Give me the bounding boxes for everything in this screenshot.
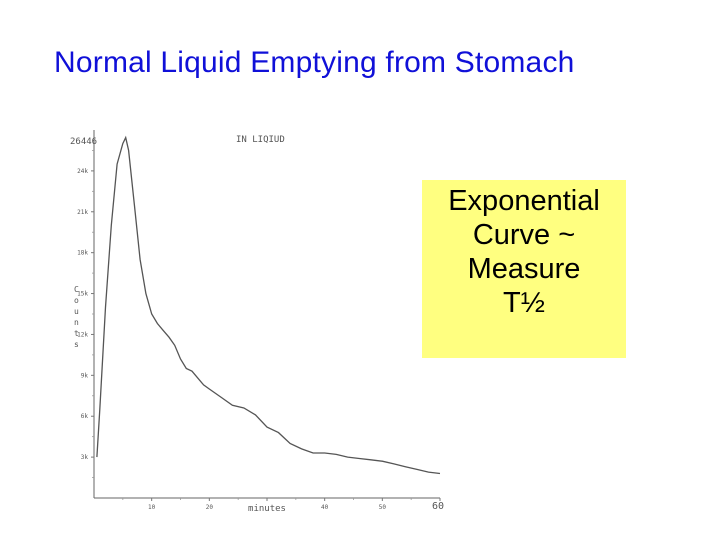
y-axis-label-letter: u bbox=[74, 307, 79, 316]
y-tick-label: 18k bbox=[77, 250, 88, 257]
y-tick-label: 6k bbox=[81, 413, 89, 420]
y-tick-label: 9k bbox=[81, 372, 89, 379]
gastric-emptying-chart: 3k 6k 9k 12k 15k 18k 21k 24k 10 20 minutes 40 50 60 IN… bbox=[70, 130, 444, 514]
chart-ticks bbox=[91, 150, 441, 501]
x-tick-label: 50 bbox=[379, 504, 387, 511]
callout-line-1: Exponential bbox=[448, 185, 600, 217]
chart-area: 3k 6k 9k 12k 15k 18k 21k 24k 10 20 minutes 40 50 60 IN… bbox=[58, 120, 458, 520]
y-axis-label-letter: n bbox=[74, 318, 79, 327]
x-tick-label: 40 bbox=[321, 504, 329, 511]
y-axis-label-letter: o bbox=[74, 296, 79, 305]
callout-line-2: Curve ~ bbox=[472, 219, 576, 251]
chart-labels: 3k 6k 9k 12k 15k 18k 21k 24k 10 20 minutes 40 50 60 IN… bbox=[70, 135, 444, 514]
y-tick-label: 24k bbox=[77, 168, 88, 175]
chart-axes bbox=[93, 130, 440, 499]
callout-line-4: T½ bbox=[503, 287, 545, 319]
callout-line-3: Measure bbox=[467, 253, 581, 285]
y-tick-label: 12k bbox=[77, 331, 88, 338]
y-tick-label: 21k bbox=[77, 209, 88, 216]
y-axis-label-letter: t bbox=[74, 329, 79, 338]
x-tick-label: 60 bbox=[432, 501, 444, 512]
y-axis-label-letter: s bbox=[74, 340, 79, 349]
y-tick-label: 15k bbox=[77, 291, 88, 298]
slide-title: Normal Liquid Emptying from Stomach bbox=[54, 46, 575, 79]
peak-count-label: 26446 bbox=[70, 137, 97, 147]
x-tick-label: 10 bbox=[148, 504, 156, 511]
x-axis-label: minutes bbox=[248, 504, 286, 514]
y-tick-label: 3k bbox=[81, 454, 89, 461]
chart-title: IN LIQIUD bbox=[236, 135, 285, 145]
callout-box: Exponential Curve ~ Measure T½ bbox=[422, 180, 626, 358]
y-axis-label-letter: C bbox=[74, 285, 79, 294]
x-tick-label: 20 bbox=[206, 504, 214, 511]
series-curve bbox=[96, 135, 441, 475]
